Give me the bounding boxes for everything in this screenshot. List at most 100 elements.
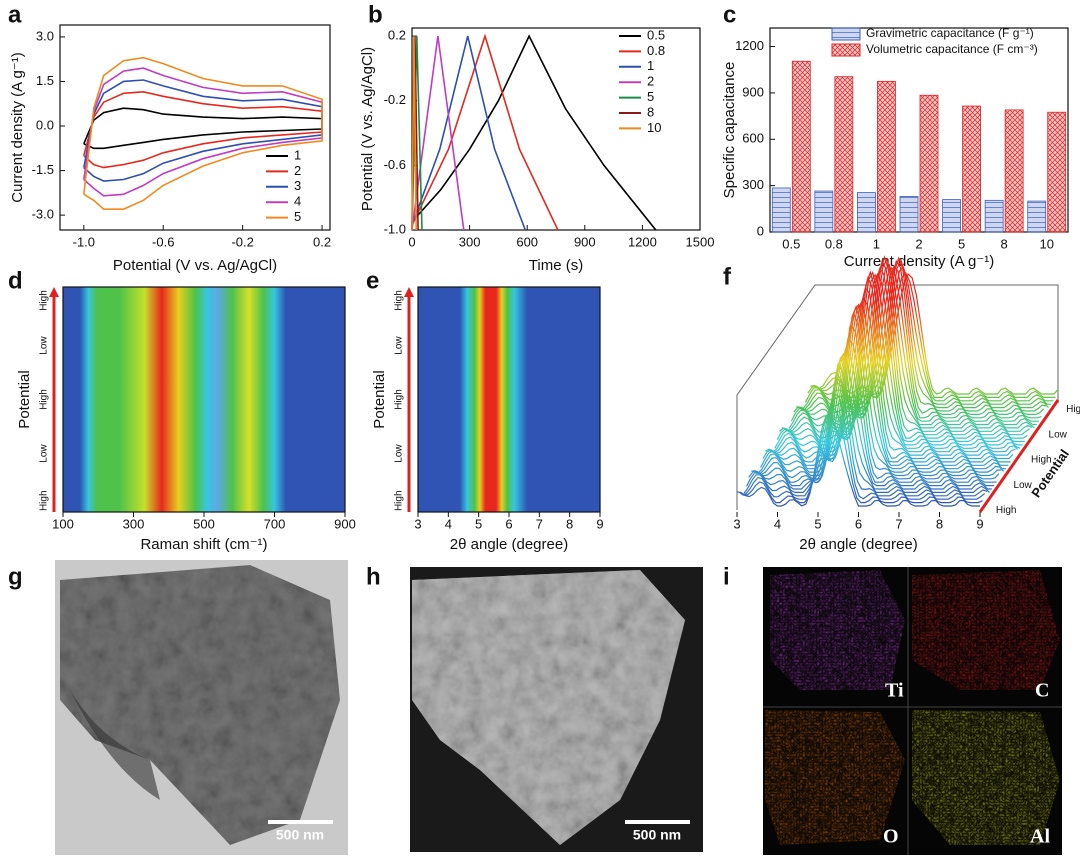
waterfall-trace [796, 263, 1040, 422]
potential-label: High [394, 389, 405, 410]
x-tick-label: 10 [1039, 236, 1053, 251]
y-tick-label: -0.2 [384, 92, 406, 107]
data-line [411, 36, 417, 231]
x-tick-label: 9 [596, 516, 603, 531]
x-tick-label: 1200 [628, 234, 657, 249]
x-tick-label: 900 [334, 516, 356, 531]
legend-label: 10 [647, 120, 661, 135]
potential-label: High [39, 389, 50, 410]
bar [984, 199, 1004, 233]
panel-letter: b [368, 1, 383, 28]
y-axis-label: Potential [16, 370, 33, 428]
panel-letter: h [366, 563, 381, 590]
potential-arrow [978, 399, 1060, 513]
potential-label: High [996, 505, 1017, 516]
x-tick-label: 5 [814, 516, 821, 531]
waterfall-trace [769, 296, 1014, 460]
waterfall-trace [802, 259, 1047, 412]
legend-label: 8 [647, 104, 654, 119]
plot-frame [769, 27, 1069, 233]
x-tick-label: 700 [264, 516, 286, 531]
y-axis-label: Potential (V vs. Ag/AgCl) [359, 47, 376, 211]
x-tick-label: 100 [52, 516, 74, 531]
waterfall-trace [739, 406, 983, 504]
data-line [411, 35, 527, 231]
panel-letter: c [723, 1, 736, 28]
waterfall-trace [774, 275, 1019, 453]
panel-letter: g [8, 563, 23, 590]
bar [771, 187, 791, 233]
y-tick-label: 3.0 [36, 28, 54, 43]
bar [962, 105, 981, 233]
arrow-head [49, 287, 59, 297]
panel-letter: d [8, 267, 23, 294]
waterfall-trace [784, 272, 1028, 439]
x-tick-label: 600 [516, 234, 538, 249]
x-tick-label: 4 [445, 516, 452, 531]
y-tick-label: 0.0 [36, 117, 54, 132]
x-tick-label: 300 [123, 516, 145, 531]
legend-label: 5 [294, 209, 301, 224]
y-tick-label: 900 [742, 84, 764, 99]
legend-label: 0.5 [647, 27, 665, 42]
bar [919, 94, 939, 233]
legend-label: Gravimetric capacitance (F g⁻¹) [866, 26, 1034, 40]
x-tick-label: 1500 [686, 234, 715, 249]
x-tick-label: 6 [855, 516, 862, 531]
bar [877, 80, 896, 233]
legend-label: 4 [294, 194, 301, 209]
arrow-head [404, 287, 414, 297]
bar [1027, 200, 1047, 233]
x-tick-label: 8 [1001, 236, 1008, 251]
x-axis-label: 2θ angle (degree) [450, 536, 568, 553]
legend-label: 1 [647, 58, 654, 73]
data-line [411, 33, 559, 231]
al-map [912, 710, 1060, 845]
scale-label: 500 nm [276, 827, 324, 843]
x-tick-label: -1.0 [73, 234, 95, 249]
waterfall-trace [743, 377, 988, 497]
bar [857, 192, 876, 233]
y-axis-label: Current density (A g⁻¹) [9, 52, 26, 202]
data-line [83, 56, 323, 210]
x-tick-label: 6 [505, 516, 512, 531]
o-map [765, 710, 905, 845]
xrd-map [418, 287, 600, 512]
raman-map [63, 287, 345, 512]
x-axis-label: Potential (V vs. Ag/AgCl) [113, 257, 277, 274]
legend-label: Volumetric capacitance (F cm⁻³) [866, 42, 1038, 56]
potential-label: Low [39, 444, 50, 463]
x-tick-label: 2 [915, 236, 922, 251]
plot-frame [411, 27, 701, 231]
waterfall-trace [757, 324, 1002, 477]
panel-letter: a [8, 1, 22, 28]
y-tick-label: 300 [742, 177, 764, 192]
x-tick-label: 0.5 [782, 236, 800, 251]
potential-label: Low [1013, 480, 1032, 491]
stem-flake [412, 570, 685, 845]
x-tick-label: 4 [774, 516, 781, 531]
waterfall-trace [753, 348, 997, 483]
y-tick-label: -3.0 [32, 207, 54, 222]
waterfall-trace [767, 302, 1011, 463]
x-tick-label: 8 [936, 516, 943, 531]
x-tick-label: 500 [193, 516, 215, 531]
y-tick-label: -1.0 [384, 221, 406, 236]
element-label: C [1035, 680, 1049, 702]
panel-letter: f [723, 263, 732, 290]
potential-label: High [1031, 455, 1052, 466]
y-tick-label: -0.6 [384, 157, 406, 172]
element-label: O [883, 826, 899, 848]
waterfall-trace [765, 303, 1009, 466]
legend-label: 0.8 [647, 43, 665, 58]
box-outline [736, 284, 1059, 510]
x-tick-label: 3 [414, 516, 421, 531]
x-tick-label: 5 [958, 236, 965, 251]
ti-map [770, 570, 905, 690]
waterfall-trace [772, 286, 1016, 456]
flake-edge [70, 690, 160, 800]
scale-label: 500 nm [633, 827, 681, 843]
waterfall-trace [762, 304, 1007, 470]
x-tick-label: 5 [475, 516, 482, 531]
